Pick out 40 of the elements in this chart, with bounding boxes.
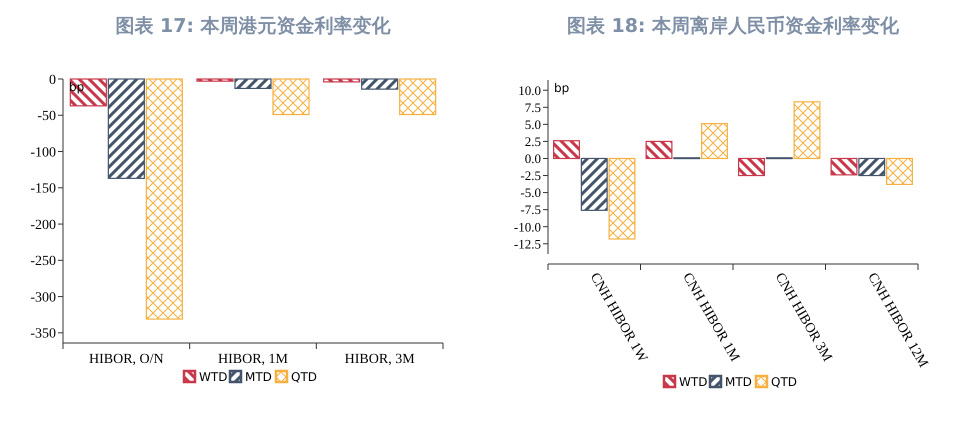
bar [886, 158, 913, 185]
y-tick-label: -5.0 [520, 185, 541, 200]
y-tick-label: -2.5 [520, 168, 541, 184]
bar [701, 123, 728, 160]
chart-title: 图表 17: 本周港元资金利率变化 [115, 15, 392, 37]
legend-label: QTD [771, 375, 798, 389]
bar [858, 158, 886, 176]
x-tick-label: HIBOR, 3M [344, 352, 416, 367]
y-tick-label: -250 [30, 254, 56, 270]
y-tick-label: -10.0 [514, 219, 541, 234]
y-tick-label: 2.5 [524, 134, 541, 149]
bar [580, 158, 608, 211]
y-tick-label: -350 [30, 326, 56, 342]
y-tick-label: 5.0 [524, 116, 541, 132]
x-tick-label: HIBOR, 1M [218, 352, 289, 367]
y-tick-label: 10.0 [518, 82, 541, 98]
y-tick-label: 0.0 [524, 151, 541, 166]
bar [738, 158, 765, 176]
legend-label: MTD [245, 370, 272, 384]
bar [553, 140, 580, 160]
y-tick-label: -100 [30, 145, 56, 160]
legend-label: WTD [679, 375, 708, 389]
y-tick-label: -12.5 [514, 236, 541, 252]
y-tick-label: 7.5 [524, 100, 541, 115]
y-tick-label: -50 [37, 109, 56, 124]
bar [794, 101, 820, 160]
y-tick-label: -7.5 [520, 202, 541, 218]
y-axis-title: bp [554, 81, 570, 95]
y-tick-label: -150 [30, 182, 56, 197]
legend-label: MTD [725, 375, 752, 389]
y-tick-label: -300 [30, 290, 56, 306]
y-tick-label: -200 [30, 218, 56, 233]
chart-title: 图表 18: 本周离岸人民币资金利率变化 [566, 15, 900, 37]
legend-label: QTD [291, 370, 318, 384]
bar [830, 158, 858, 176]
x-tick-label: HIBOR, O/N [88, 352, 164, 367]
legend-label: WTD [199, 370, 228, 384]
y-tick-label: 0 [49, 72, 56, 88]
bar [646, 140, 672, 160]
bar [608, 158, 636, 240]
